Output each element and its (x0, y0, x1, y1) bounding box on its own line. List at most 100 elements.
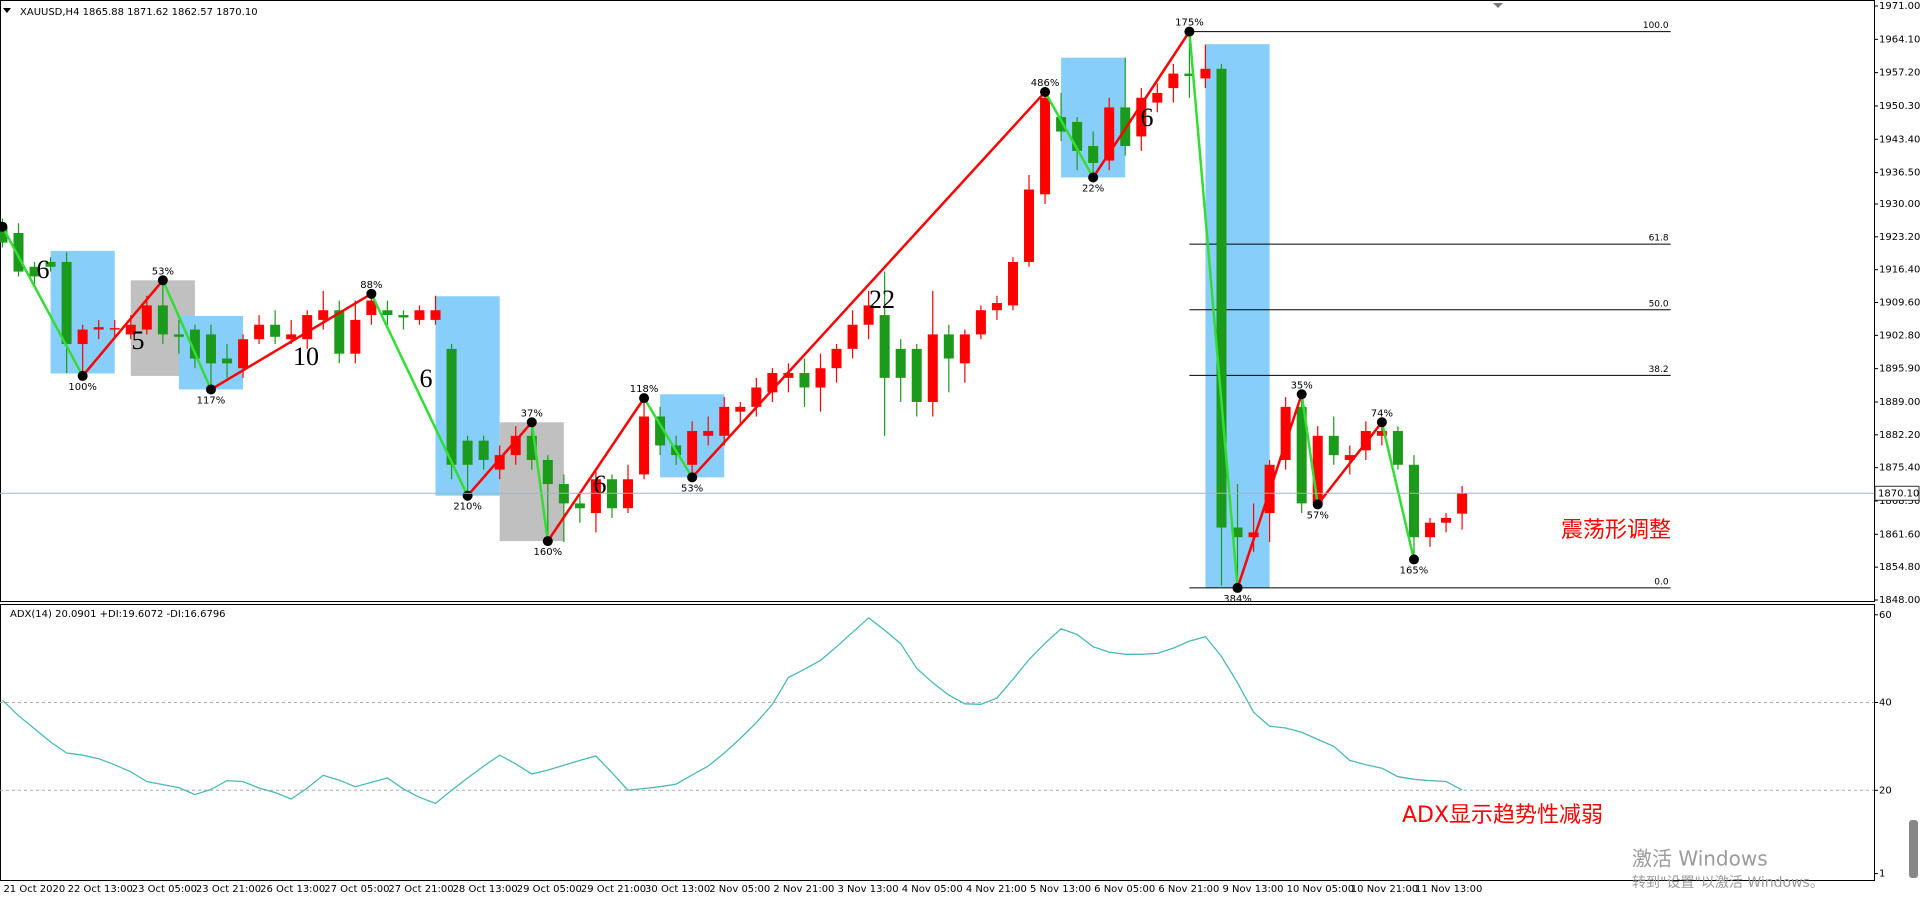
zigzag-segment (210, 292, 373, 391)
candle-body (238, 339, 249, 369)
zigzag-point (157, 275, 168, 286)
candle-body (590, 479, 601, 514)
x-tick-label: 21 Oct 2020 (3, 884, 65, 895)
zigzag-label: 53% (681, 483, 703, 494)
x-tick-label: 6 Nov 05:00 (1094, 884, 1155, 895)
candle-body (430, 310, 441, 320)
candle-body (29, 266, 40, 277)
zigzag-segment (530, 422, 550, 542)
x-tick-label: 6 Nov 21:00 (1158, 884, 1219, 895)
zigzag-point (1184, 26, 1195, 37)
zigzag-point (1376, 417, 1387, 428)
x-tick-label: 28 Oct 13:00 (453, 884, 518, 895)
y-tick-label: 40 (1879, 698, 1892, 709)
candle-body (1184, 73, 1195, 77)
last-price-label: 1870.10 (1878, 488, 1919, 499)
zigzag-segment (370, 293, 469, 497)
candle-body (1312, 435, 1323, 504)
y-tick-label: 1950.30 (1879, 101, 1920, 112)
candle-body (366, 300, 377, 316)
zigzag-segment (642, 397, 694, 478)
candle-body (45, 261, 56, 267)
y-tick-label: 1909.60 (1879, 298, 1920, 309)
candle-body (687, 430, 698, 465)
candle-body (1425, 522, 1436, 538)
candle-body (350, 319, 361, 354)
zigzag-point (77, 370, 88, 381)
candle-body (1104, 107, 1115, 161)
scroll-handle[interactable] (1909, 820, 1918, 878)
candle-body (1040, 97, 1051, 195)
zigzag-segment (1, 226, 84, 377)
zigzag-label: 100% (68, 382, 97, 393)
x-tick-label: 29 Oct 21:00 (581, 884, 646, 895)
x-tick-label: 4 Nov 05:00 (902, 884, 963, 895)
y-tick-label: 1902.80 (1879, 330, 1920, 341)
x-tick-label: 3 Nov 13:00 (838, 884, 899, 895)
candle-body (815, 368, 826, 388)
zigzag-point (1232, 582, 1243, 593)
candle-body (975, 310, 986, 335)
zigzag-segment (1188, 31, 1239, 589)
collapse-arrow[interactable] (3, 8, 11, 13)
fib-label: 0.0 (1654, 577, 1669, 587)
candle-body (125, 324, 136, 335)
candle-body (446, 348, 457, 465)
candle-body (1072, 121, 1083, 151)
zigzag-label: 165% (1400, 565, 1429, 576)
x-tick-label: 10 Nov 05:00 (1287, 884, 1354, 895)
candle-body (783, 373, 794, 378)
y-tick-label: 1936.50 (1879, 168, 1920, 179)
y-tick-label: 1848.00 (1879, 595, 1920, 606)
x-tick-label: 30 Oct 13:00 (645, 884, 710, 895)
x-tick-label: 11 Nov 13:00 (1415, 884, 1482, 895)
candle-body (478, 440, 489, 460)
x-tick-label: 4 Nov 21:00 (966, 884, 1027, 895)
candle-body (1344, 455, 1355, 460)
candle-body (655, 416, 666, 446)
candle-body (414, 310, 425, 320)
zigzag-point (1088, 172, 1099, 183)
candle-body (799, 373, 810, 388)
zigzag-segment (81, 279, 164, 377)
candle-body (1088, 146, 1099, 163)
candle-body (895, 348, 906, 378)
last-price-tag (1874, 485, 1920, 501)
candle-body (1216, 68, 1227, 528)
y-tick-label: 1971.00 (1879, 1, 1920, 12)
wave-count: 5 (132, 326, 145, 355)
y-tick-label: 1957.20 (1879, 68, 1920, 79)
candle-body (77, 329, 88, 345)
candle-body (1007, 261, 1018, 306)
zigzag-segment (1092, 30, 1191, 179)
zigzag-label: 88% (360, 280, 382, 291)
candle-body (735, 406, 746, 412)
y-tick-label: 1 (1879, 869, 1885, 880)
x-tick-label: 23 Oct 21:00 (196, 884, 261, 895)
shift-marker[interactable] (1493, 3, 1503, 8)
candle-body (542, 459, 553, 485)
candle-body (879, 315, 890, 378)
zigzag-point (542, 536, 553, 547)
fibonacci: 100.0 61.8 50.0 38.2 0.0 (1189, 21, 1671, 589)
candle-body (286, 334, 297, 340)
candle-body (959, 334, 970, 364)
zigzag-segment (466, 421, 533, 497)
candle-body (719, 406, 730, 436)
fib-label: 61.8 (1649, 234, 1669, 244)
candle-body (318, 310, 329, 320)
candle-body (13, 232, 24, 272)
zigzag-point (366, 288, 377, 299)
candle-body (703, 430, 714, 436)
zigzag-label: 486% (1031, 78, 1060, 89)
zigzag-label: 118% (630, 384, 659, 395)
fib-label: 100.0 (1643, 21, 1669, 31)
candle-body (157, 305, 168, 335)
wave-count: 6 (1141, 103, 1154, 132)
candle-body (863, 305, 874, 325)
candle-body (1441, 517, 1452, 523)
candle-body (1200, 68, 1211, 79)
candle-body (927, 334, 938, 402)
